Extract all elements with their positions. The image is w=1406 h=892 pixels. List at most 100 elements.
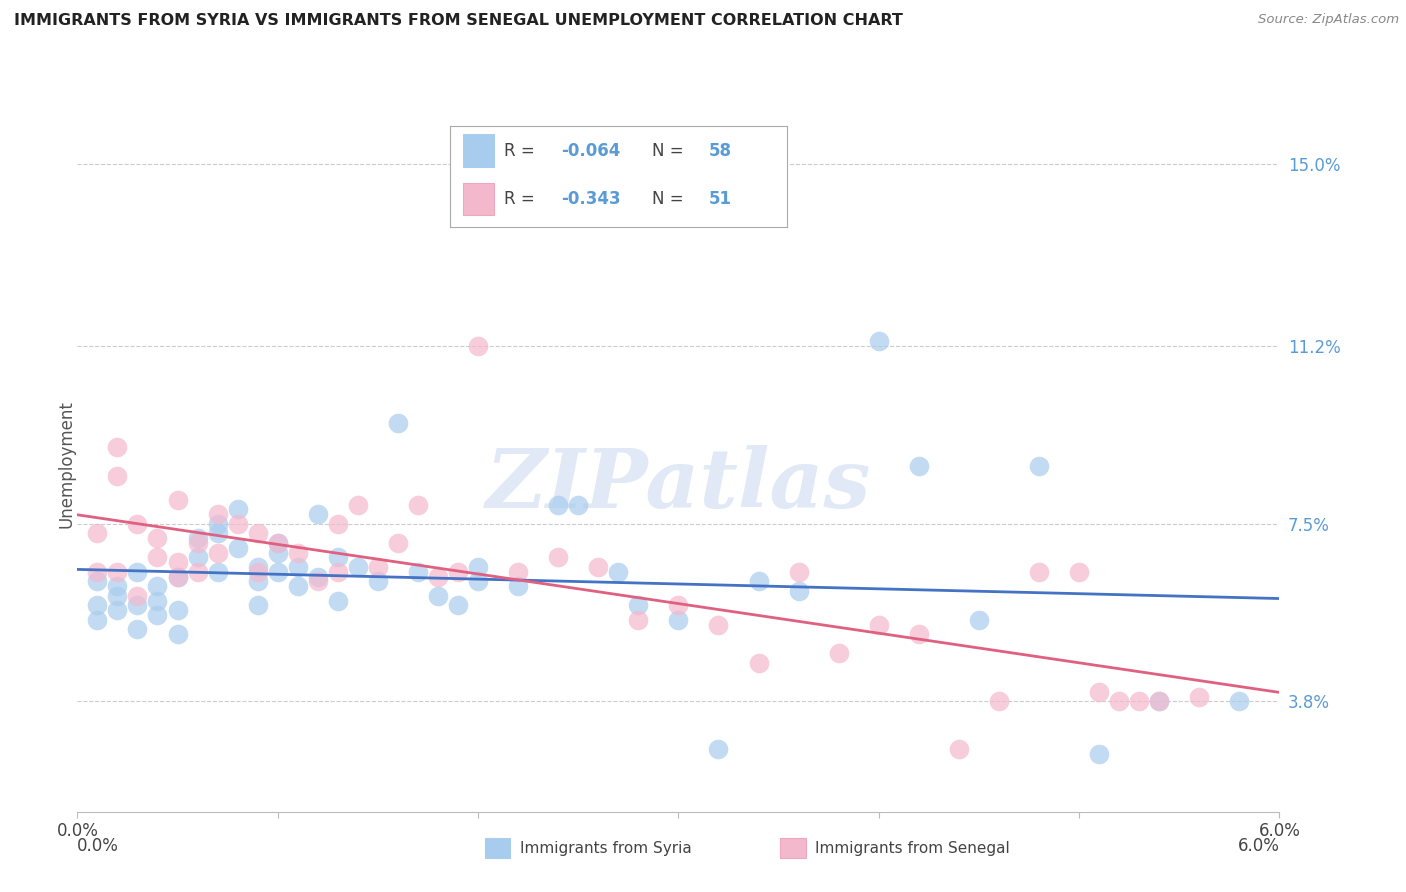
Point: [207, 507, 229, 521]
Y-axis label: Unemployment: Unemployment: [58, 400, 75, 528]
Point: [427, 589, 450, 603]
Text: IMMIGRANTS FROM SYRIA VS IMMIGRANTS FROM SENEGAL UNEMPLOYMENT CORRELATION CHART: IMMIGRANTS FROM SYRIA VS IMMIGRANTS FROM…: [14, 13, 903, 29]
Point: [868, 617, 890, 632]
Point: [107, 589, 129, 603]
Point: [508, 565, 530, 579]
Point: [287, 546, 309, 560]
Point: [1028, 459, 1050, 474]
Point: [787, 584, 810, 599]
Point: [748, 574, 770, 589]
Point: [787, 565, 810, 579]
Point: [166, 569, 188, 583]
Point: [107, 579, 129, 593]
Point: [467, 339, 489, 353]
Point: [467, 574, 489, 589]
Point: [868, 334, 890, 349]
Point: [187, 565, 209, 579]
Point: [1128, 694, 1150, 708]
Point: [107, 565, 129, 579]
Point: [326, 565, 349, 579]
Point: [406, 498, 429, 512]
Point: [607, 565, 630, 579]
Point: [207, 565, 229, 579]
Point: [508, 579, 530, 593]
Point: [207, 546, 229, 560]
Text: Source: ZipAtlas.com: Source: ZipAtlas.com: [1258, 13, 1399, 27]
Point: [1069, 565, 1091, 579]
Point: [367, 574, 389, 589]
Point: [347, 498, 370, 512]
Point: [127, 565, 149, 579]
Point: [748, 656, 770, 670]
Point: [427, 569, 450, 583]
Point: [86, 599, 108, 613]
Point: [86, 613, 108, 627]
Point: [1229, 694, 1251, 708]
Point: [166, 569, 188, 583]
Point: [226, 502, 249, 516]
Point: [107, 603, 129, 617]
Point: [207, 526, 229, 541]
Point: [668, 599, 690, 613]
Point: [828, 646, 851, 660]
Point: [267, 536, 290, 550]
Text: 6.0%: 6.0%: [1237, 837, 1279, 855]
Point: [86, 565, 108, 579]
Point: [166, 492, 188, 507]
Point: [246, 526, 269, 541]
Point: [287, 579, 309, 593]
Point: [246, 599, 269, 613]
Point: [347, 560, 370, 574]
Point: [226, 541, 249, 555]
Text: ZIPatlas: ZIPatlas: [485, 445, 872, 524]
Point: [187, 531, 209, 545]
Point: [467, 560, 489, 574]
Point: [707, 742, 730, 756]
Point: [908, 459, 931, 474]
Point: [326, 593, 349, 607]
Point: [547, 550, 569, 565]
Point: [267, 536, 290, 550]
Point: [267, 546, 290, 560]
Point: [908, 627, 931, 641]
Point: [146, 579, 169, 593]
Point: [86, 574, 108, 589]
Point: [547, 498, 569, 512]
Point: [387, 416, 409, 430]
Point: [1088, 685, 1111, 699]
Point: [326, 550, 349, 565]
Point: [668, 613, 690, 627]
Point: [107, 468, 129, 483]
Point: [307, 574, 329, 589]
Point: [146, 531, 169, 545]
Point: [86, 526, 108, 541]
Point: [447, 565, 470, 579]
Point: [287, 560, 309, 574]
Point: [166, 603, 188, 617]
Point: [1149, 694, 1171, 708]
Point: [307, 569, 329, 583]
Text: Immigrants from Syria: Immigrants from Syria: [520, 841, 692, 855]
Point: [246, 560, 269, 574]
Point: [166, 555, 188, 569]
Point: [1108, 694, 1130, 708]
Point: [187, 550, 209, 565]
Point: [226, 516, 249, 531]
Point: [1028, 565, 1050, 579]
Text: Immigrants from Senegal: Immigrants from Senegal: [815, 841, 1011, 855]
Point: [146, 607, 169, 622]
Point: [127, 589, 149, 603]
Point: [967, 613, 990, 627]
Point: [307, 507, 329, 521]
Point: [1088, 747, 1111, 761]
Point: [406, 565, 429, 579]
Point: [948, 742, 970, 756]
Text: 0.0%: 0.0%: [77, 837, 120, 855]
Point: [146, 550, 169, 565]
Point: [146, 593, 169, 607]
Point: [627, 613, 650, 627]
Point: [988, 694, 1011, 708]
Point: [588, 560, 610, 574]
Point: [207, 516, 229, 531]
Point: [127, 599, 149, 613]
